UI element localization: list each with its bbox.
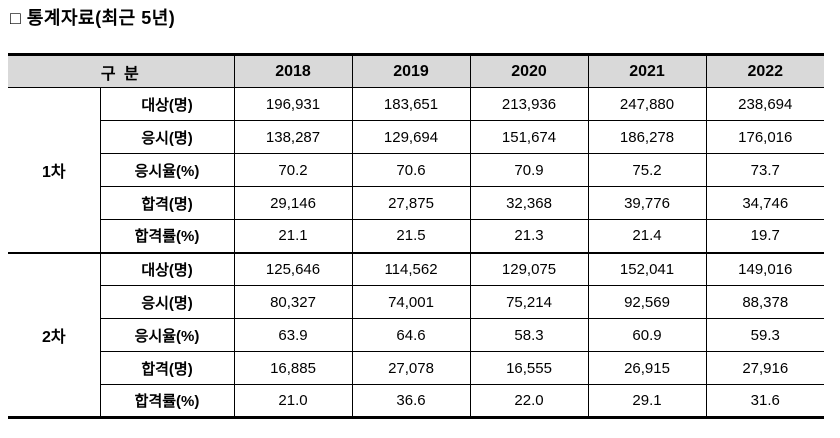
data-cell: 58.3 <box>469 318 589 352</box>
data-cell: 36.6 <box>351 384 471 418</box>
table-head: 구 분 2018 2019 2020 2021 2022 <box>8 54 825 88</box>
data-cell: 31.6 <box>705 384 825 418</box>
data-cell: 60.9 <box>587 318 707 352</box>
data-cell: 39,776 <box>587 186 707 220</box>
column-header-year: 2022 <box>705 54 825 88</box>
data-cell: 27,078 <box>351 351 471 385</box>
table-row: 합격(명) 29,146 27,875 32,368 39,776 34,746 <box>8 186 825 220</box>
column-header-year: 2021 <box>587 54 707 88</box>
data-cell: 129,075 <box>469 251 589 286</box>
data-cell: 152,041 <box>587 251 707 286</box>
data-cell: 16,555 <box>469 351 589 385</box>
row-label: 응시율(%) <box>99 318 235 352</box>
data-cell: 129,694 <box>351 120 471 154</box>
table-row: 합격(명) 16,885 27,078 16,555 26,915 27,916 <box>8 351 825 385</box>
table-row: 1차 대상(명) 196,931 183,651 213,936 247,880 238,6… <box>8 87 825 253</box>
row-label: 대상(명) <box>99 87 235 121</box>
row-label: 합격(명) <box>99 351 235 385</box>
data-cell: 16,885 <box>233 351 353 385</box>
data-cell: 32,368 <box>469 186 589 220</box>
data-cell: 74,001 <box>351 285 471 319</box>
data-cell: 59.3 <box>705 318 825 352</box>
data-cell: 114,562 <box>351 251 471 286</box>
table-row: 응시(명) 80,327 74,001 75,214 92,569 88,378 <box>8 285 825 319</box>
column-header-year: 2019 <box>351 54 471 88</box>
table-row: 합격률(%) 21.1 21.5 21.3 21.4 19.7 <box>8 219 825 253</box>
data-cell: 125,646 <box>233 251 353 286</box>
data-cell: 149,016 <box>705 251 825 286</box>
data-cell: 70.9 <box>469 153 589 187</box>
data-cell: 238,694 <box>705 87 825 121</box>
row-label: 합격률(%) <box>99 219 235 253</box>
data-cell: 186,278 <box>587 120 707 154</box>
data-cell: 151,674 <box>469 120 589 154</box>
row-label: 응시(명) <box>99 120 235 154</box>
data-cell: 64.6 <box>351 318 471 352</box>
data-cell: 70.6 <box>351 153 471 187</box>
data-cell: 27,916 <box>705 351 825 385</box>
data-cell: 29.1 <box>587 384 707 418</box>
row-label: 합격(명) <box>99 186 235 220</box>
header-row: 구 분 2018 2019 2020 2021 2022 <box>8 54 825 88</box>
data-cell: 88,378 <box>705 285 825 319</box>
row-group-header: 2차 <box>8 251 101 418</box>
row-label: 응시율(%) <box>99 153 235 187</box>
data-cell: 21.4 <box>587 219 707 253</box>
row-label: 합격률(%) <box>99 384 235 418</box>
data-cell: 75.2 <box>587 153 707 187</box>
data-cell: 21.0 <box>233 384 353 418</box>
data-cell: 21.5 <box>351 219 471 253</box>
data-cell: 19.7 <box>705 219 825 253</box>
data-cell: 183,651 <box>351 87 471 121</box>
data-cell: 213,936 <box>469 87 589 121</box>
data-cell: 176,016 <box>705 120 825 154</box>
column-header-gubun: 구 분 <box>8 54 235 88</box>
table-row: 합격률(%) 21.0 36.6 22.0 29.1 31.6 <box>8 384 825 418</box>
row-label: 응시(명) <box>99 285 235 319</box>
statistics-table: 구 분 2018 2019 2020 2021 2022 1차 대상(명) 196,931 18… <box>8 53 825 419</box>
data-cell: 138,287 <box>233 120 353 154</box>
data-cell: 27,875 <box>351 186 471 220</box>
data-cell: 70.2 <box>233 153 353 187</box>
column-header-year: 2018 <box>233 54 353 88</box>
table-row: 응시율(%) 63.9 64.6 58.3 60.9 59.3 <box>8 318 825 352</box>
table-row: 응시율(%) 70.2 70.6 70.9 75.2 73.7 <box>8 153 825 187</box>
data-cell: 63.9 <box>233 318 353 352</box>
page-title: □ 통계자료(최근 5년) <box>10 8 176 28</box>
data-cell: 247,880 <box>587 87 707 121</box>
data-cell: 80,327 <box>233 285 353 319</box>
data-cell: 21.3 <box>469 219 589 253</box>
data-cell: 29,146 <box>233 186 353 220</box>
column-header-year: 2020 <box>469 54 589 88</box>
row-group-header: 1차 <box>8 87 101 253</box>
data-cell: 26,915 <box>587 351 707 385</box>
data-cell: 75,214 <box>469 285 589 319</box>
data-cell: 22.0 <box>469 384 589 418</box>
row-label: 대상(명) <box>99 251 235 286</box>
data-cell: 196,931 <box>233 87 353 121</box>
table-row: 2차 대상(명) 125,646 114,562 129,075 152,041 149,0… <box>8 251 825 418</box>
data-cell: 73.7 <box>705 153 825 187</box>
data-cell: 92,569 <box>587 285 707 319</box>
data-cell: 34,746 <box>705 186 825 220</box>
data-cell: 21.1 <box>233 219 353 253</box>
table-body: 1차 대상(명) 196,931 183,651 213,936 247,880 238,6… <box>8 87 825 418</box>
table-row: 응시(명) 138,287 129,694 151,674 186,278 176,016 <box>8 120 825 154</box>
